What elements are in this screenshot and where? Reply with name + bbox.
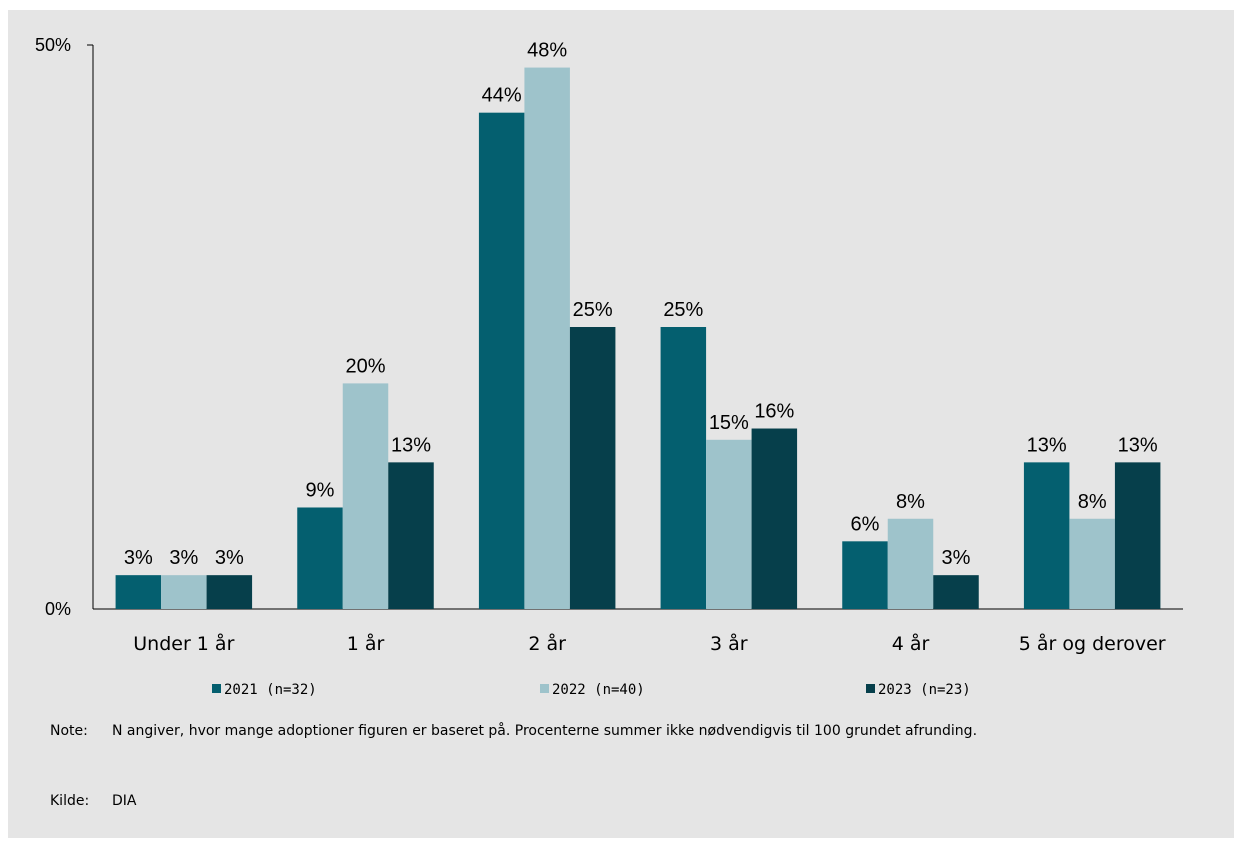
data-label: 8% — [1078, 491, 1107, 513]
x-tick-label: 3 år — [710, 632, 748, 655]
data-label: 25% — [663, 299, 703, 321]
data-label: 20% — [345, 355, 385, 377]
note-label: Note: — [50, 723, 88, 739]
data-label: 13% — [1118, 434, 1158, 456]
data-label: 44% — [482, 85, 522, 107]
data-label: 6% — [851, 513, 880, 535]
chart-panel: 0% 50% 3% 3% 3% Under 1 år 9% 20% 13% 1 år 44% 48% 2… — [8, 10, 1234, 838]
note: Note: N angiver, hvor mange adoptioner fi… — [50, 720, 1202, 742]
data-label: 3% — [169, 547, 198, 569]
bar — [751, 428, 798, 609]
legend-swatch — [212, 684, 221, 693]
bar — [1069, 518, 1115, 609]
bar — [297, 507, 343, 609]
bar — [206, 575, 253, 609]
bar — [1114, 462, 1161, 609]
data-label: 3% — [942, 547, 971, 569]
y-tick-label: 0% — [45, 599, 71, 619]
data-label: 48% — [527, 40, 567, 62]
x-tick-label: Under 1 år — [133, 632, 234, 655]
data-label: 9% — [306, 479, 335, 501]
bar — [706, 439, 752, 609]
x-tick-label: 2 år — [528, 632, 566, 655]
legend-label: 2023 (n=23) — [878, 682, 971, 698]
bar — [161, 575, 207, 609]
data-label: 13% — [391, 434, 431, 456]
x-tick-label: 4 år — [892, 632, 930, 655]
note-text: N angiver, hvor mange adoptioner figuren… — [112, 723, 978, 739]
source-label: Kilde: — [50, 793, 90, 809]
x-tick-label: 5 år og derover — [1019, 632, 1166, 655]
bar — [842, 541, 888, 609]
bar-chart: 0% 50% 3% 3% 3% Under 1 år 9% 20% 13% 1 år 44% 48% 2… — [35, 35, 1183, 698]
bar — [388, 462, 434, 609]
source-text: DIA — [112, 793, 137, 809]
bar — [115, 575, 162, 609]
bar — [660, 327, 707, 609]
data-label: 25% — [573, 299, 613, 321]
legend-swatch — [866, 684, 875, 693]
x-tick-label: 1 år — [347, 632, 385, 655]
data-label: 13% — [1027, 434, 1067, 456]
bar — [569, 327, 616, 609]
source: Kilde: DIA — [50, 790, 1202, 812]
legend-swatch — [540, 684, 549, 693]
y-tick-label: 50% — [35, 35, 71, 55]
bar — [933, 575, 979, 609]
data-label: 8% — [896, 491, 925, 513]
data-label: 3% — [215, 547, 244, 569]
legend-label: 2022 (n=40) — [552, 682, 645, 698]
bar — [1023, 462, 1070, 609]
data-label: 15% — [709, 412, 749, 434]
bar — [524, 67, 570, 609]
bar — [478, 112, 525, 610]
bar — [887, 518, 934, 609]
data-label: 16% — [754, 401, 794, 423]
bar — [342, 383, 389, 609]
data-label: 3% — [124, 547, 153, 569]
legend-label: 2021 (n=32) — [224, 682, 317, 698]
